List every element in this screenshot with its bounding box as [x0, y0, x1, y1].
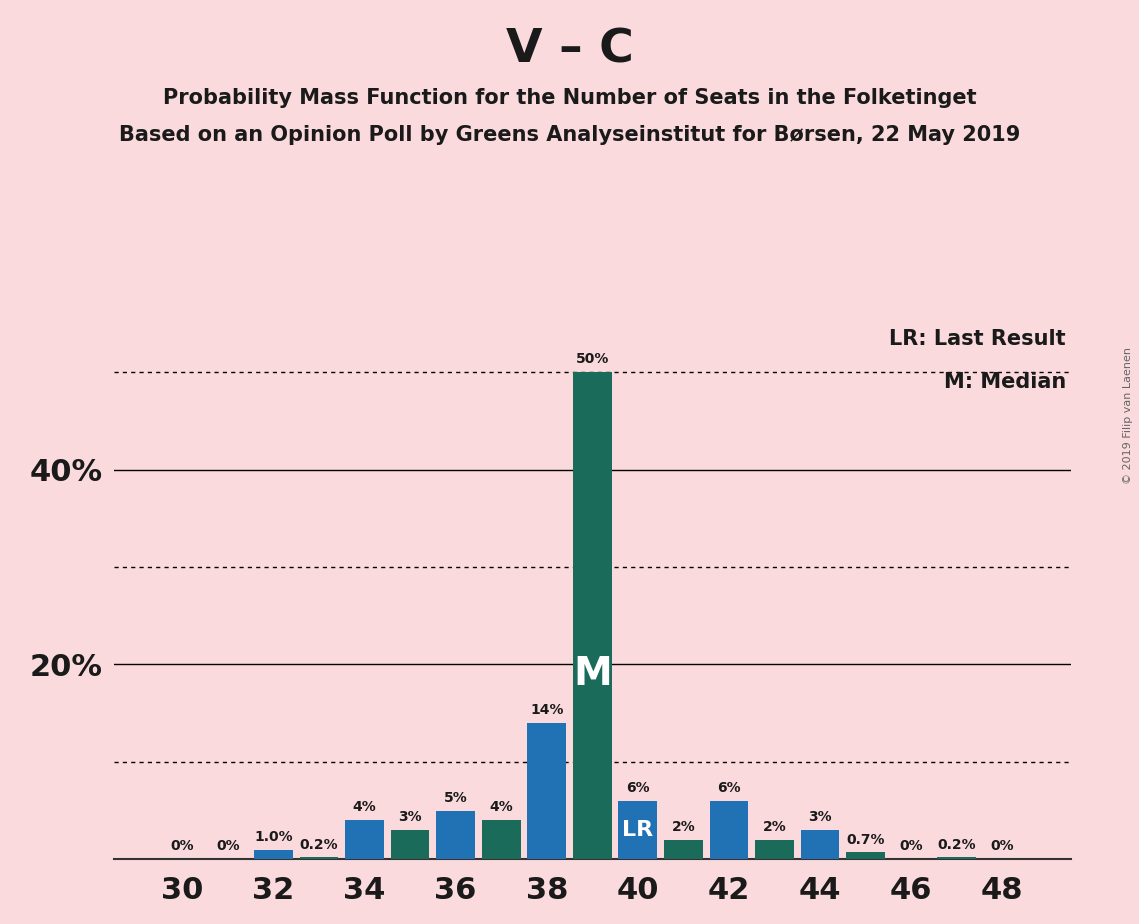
- Bar: [710, 801, 748, 859]
- Bar: [937, 857, 976, 859]
- Text: 0%: 0%: [991, 840, 1014, 854]
- Text: 0%: 0%: [900, 840, 923, 854]
- Text: Based on an Opinion Poll by Greens Analyseinstitut for Børsen, 22 May 2019: Based on an Opinion Poll by Greens Analy…: [118, 125, 1021, 145]
- Bar: [391, 830, 429, 859]
- Text: 50%: 50%: [575, 352, 609, 366]
- Text: Probability Mass Function for the Number of Seats in the Folketinget: Probability Mass Function for the Number…: [163, 88, 976, 108]
- Text: 6%: 6%: [718, 781, 740, 795]
- Text: 4%: 4%: [353, 800, 376, 814]
- Text: 0.7%: 0.7%: [846, 833, 885, 846]
- Bar: [527, 723, 566, 859]
- Text: 6%: 6%: [626, 781, 649, 795]
- Text: 3%: 3%: [399, 810, 421, 824]
- Bar: [573, 372, 612, 859]
- Bar: [846, 853, 885, 859]
- Text: LR: Last Result: LR: Last Result: [890, 329, 1066, 348]
- Text: 0.2%: 0.2%: [300, 837, 338, 852]
- Text: M: M: [573, 655, 612, 693]
- Bar: [664, 840, 703, 859]
- Text: 0%: 0%: [216, 840, 239, 854]
- Text: 14%: 14%: [530, 703, 564, 717]
- Bar: [482, 821, 521, 859]
- Bar: [801, 830, 839, 859]
- Text: 4%: 4%: [490, 800, 513, 814]
- Bar: [300, 857, 338, 859]
- Text: 2%: 2%: [672, 820, 695, 834]
- Bar: [254, 849, 293, 859]
- Bar: [436, 810, 475, 859]
- Bar: [755, 840, 794, 859]
- Text: 3%: 3%: [809, 810, 831, 824]
- Text: V – C: V – C: [506, 28, 633, 73]
- Text: 0%: 0%: [171, 840, 194, 854]
- Bar: [618, 801, 657, 859]
- Text: LR: LR: [622, 821, 654, 840]
- Text: 2%: 2%: [763, 820, 786, 834]
- Text: 1.0%: 1.0%: [254, 830, 293, 844]
- Bar: [345, 821, 384, 859]
- Text: 5%: 5%: [444, 791, 467, 805]
- Text: © 2019 Filip van Laenen: © 2019 Filip van Laenen: [1123, 347, 1133, 484]
- Text: M: Median: M: Median: [943, 371, 1066, 392]
- Text: 0.2%: 0.2%: [937, 837, 976, 852]
